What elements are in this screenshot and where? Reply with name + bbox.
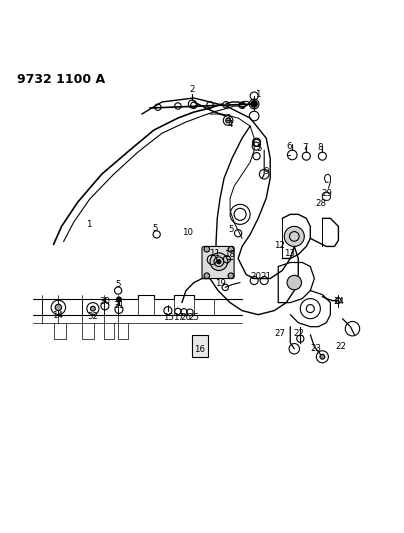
Text: 15: 15 [163,313,174,322]
Text: 2: 2 [189,85,195,94]
Text: 8: 8 [318,143,323,152]
Circle shape [287,276,301,290]
Text: 26: 26 [181,313,191,322]
Text: 22: 22 [336,342,347,351]
Text: 19: 19 [215,279,225,288]
Text: 10: 10 [182,228,193,237]
FancyBboxPatch shape [192,335,208,357]
Text: 5: 5 [153,224,158,233]
Text: 31: 31 [114,301,124,310]
Text: 5: 5 [256,144,262,154]
Text: 25: 25 [188,313,199,322]
Circle shape [228,246,234,252]
Text: 29: 29 [322,189,332,198]
Circle shape [217,260,221,264]
Text: 16: 16 [194,345,206,354]
Text: 9732 1100 A: 9732 1100 A [17,74,105,86]
Text: 23: 23 [310,344,321,353]
Text: 14: 14 [52,311,63,320]
Text: 12: 12 [274,241,285,250]
Circle shape [204,273,210,279]
Text: 27: 27 [275,329,286,338]
Text: 1: 1 [86,220,92,229]
Text: 4: 4 [227,119,233,128]
Text: 1: 1 [255,90,261,99]
Text: 17: 17 [173,313,184,322]
Text: 21: 21 [260,272,271,281]
Circle shape [226,118,231,123]
Circle shape [116,297,121,302]
Circle shape [284,227,304,246]
Circle shape [228,273,234,279]
Text: 18: 18 [224,250,235,259]
Circle shape [90,306,95,311]
Circle shape [251,101,257,107]
Circle shape [55,304,61,311]
Text: 20: 20 [250,272,262,281]
Text: 22: 22 [294,329,305,338]
Text: 32: 32 [87,312,98,321]
Text: 3: 3 [225,114,230,123]
Text: 7: 7 [302,143,307,152]
Text: 5: 5 [116,280,121,289]
Text: 6: 6 [287,142,292,151]
Text: 9: 9 [263,167,269,176]
Text: 13: 13 [284,249,295,258]
Circle shape [204,246,210,252]
Text: 24: 24 [333,297,344,306]
Text: 5: 5 [228,225,234,233]
Circle shape [320,354,325,359]
Text: 30: 30 [99,297,110,306]
Text: 11: 11 [208,249,219,258]
FancyBboxPatch shape [202,246,234,279]
Circle shape [210,253,228,271]
Text: 28: 28 [315,199,326,208]
